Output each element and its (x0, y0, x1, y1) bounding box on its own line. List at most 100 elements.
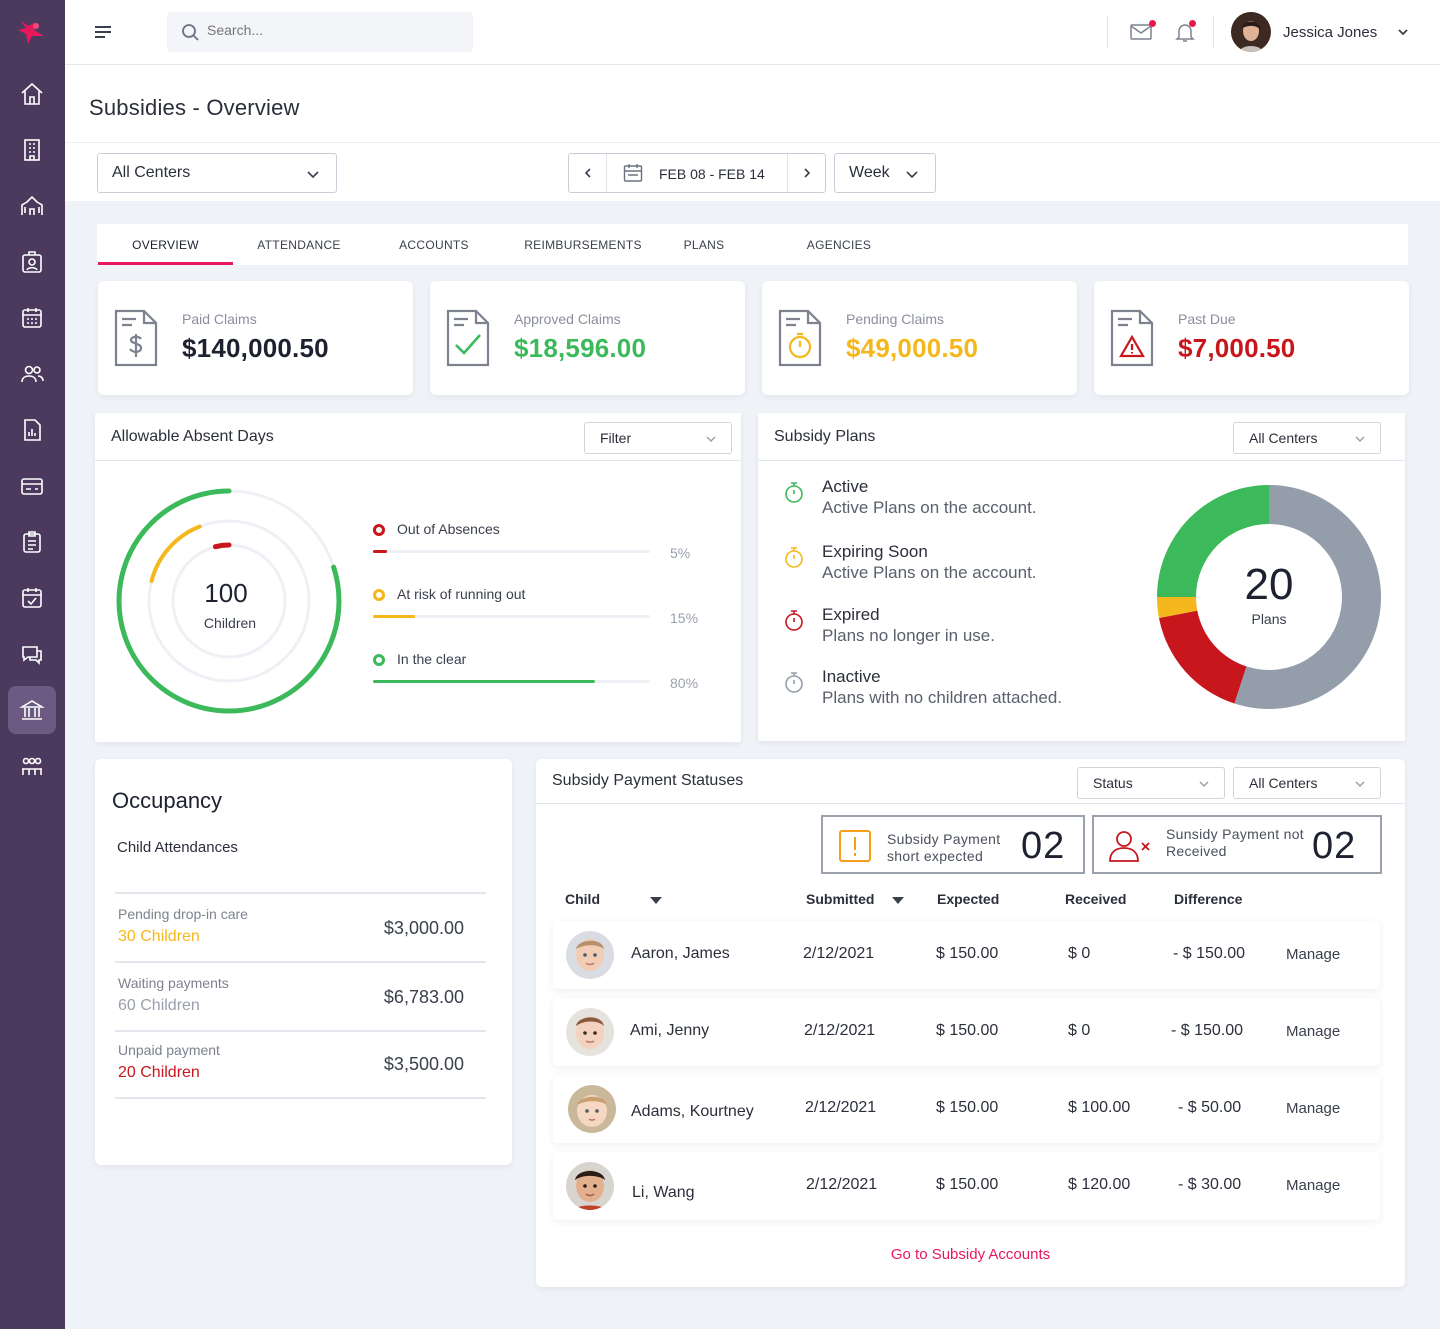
period-select[interactable]: Week (834, 153, 936, 193)
timer-document-icon (778, 309, 822, 367)
manage-link[interactable]: Manage (1286, 946, 1341, 963)
column-header-received: Received (1065, 891, 1127, 907)
bank-icon[interactable] (8, 686, 56, 734)
bell-icon[interactable] (1173, 20, 1197, 44)
status-select[interactable]: Status (1077, 767, 1225, 799)
sort-caret-icon[interactable] (892, 897, 904, 904)
child-name[interactable]: Adams, Kourtney (631, 1103, 754, 1120)
period-select-value: Week (849, 164, 890, 181)
expected-amount: $ 150.00 (936, 1099, 999, 1116)
user-name[interactable]: Jessica Jones (1283, 24, 1378, 41)
tab-agencies[interactable]: AGENCIES (806, 237, 872, 252)
progress-track (373, 550, 650, 553)
summary-count: 02 (1021, 825, 1066, 867)
stat-label: Paid Claims (182, 311, 257, 327)
divider (1213, 16, 1214, 48)
tab-accounts[interactable]: ACCOUNTS (399, 237, 469, 252)
progress-track (373, 615, 650, 618)
absent-filter-select[interactable]: Filter (584, 422, 732, 454)
stat-label: Past Due (1178, 311, 1236, 327)
chat-icon[interactable] (8, 630, 56, 678)
prev-week-button[interactable] (569, 154, 607, 192)
group-icon[interactable] (8, 742, 56, 790)
difference-amount: - $ 30.00 (1178, 1176, 1242, 1193)
chevron-down-icon (706, 436, 716, 443)
child-avatar (566, 1162, 614, 1210)
tab-plans[interactable]: PLANS (683, 237, 725, 252)
school-icon[interactable] (8, 182, 56, 230)
menu-icon[interactable] (93, 24, 113, 40)
calendar-icon[interactable] (8, 294, 56, 342)
column-header-submitted[interactable]: Submitted (806, 891, 875, 907)
donut-slice-active[interactable] (1157, 485, 1269, 597)
logo-icon[interactable] (14, 14, 50, 50)
panel-header: Subsidy Payment Statuses Status All Cent… (536, 759, 1405, 804)
payments-center-select[interactable]: All Centers (1233, 767, 1381, 799)
tab-bar: OVERVIEW ATTENDANCE ACCOUNTS REIMBURSEME… (97, 224, 1408, 265)
stopwatch-icon (785, 482, 803, 503)
manage-link[interactable]: Manage (1286, 1100, 1341, 1117)
summary-short-expected[interactable]: Subsidy Payment short expected 02 (821, 815, 1085, 874)
occupancy-row-label: Waiting payments (118, 975, 229, 991)
center-select-value: All Centers (112, 164, 191, 181)
absent-total-label: Children (203, 615, 257, 631)
tab-reimbursements[interactable]: REIMBURSEMENTS (524, 237, 642, 252)
mail-icon[interactable] (1129, 20, 1153, 44)
stat-card-paid[interactable]: Paid Claims $140,000.50 (98, 281, 413, 395)
calendar-check-icon[interactable] (8, 574, 56, 622)
building-icon[interactable] (8, 126, 56, 174)
stat-card-past-due[interactable]: Past Due $7,000.50 (1094, 281, 1409, 395)
calendar-icon (623, 164, 643, 182)
plans-center-select[interactable]: All Centers (1233, 422, 1381, 454)
stat-card-approved[interactable]: Approved Claims $18,596.00 (430, 281, 745, 395)
progress-fill (373, 680, 595, 683)
panel-header: Subsidy Plans All Centers (758, 413, 1405, 461)
next-week-button[interactable] (787, 154, 825, 192)
id-badge-icon[interactable] (8, 238, 56, 286)
plans-donut-chart (1157, 485, 1381, 709)
legend-percent: 15% (670, 610, 699, 626)
sort-caret-icon[interactable] (650, 897, 662, 904)
occupancy-row-label: Pending drop-in care (118, 906, 248, 922)
difference-amount: - $ 150.00 (1171, 1022, 1244, 1039)
received-amount: $ 100.00 (1068, 1099, 1131, 1116)
summary-label-line: Received (1166, 843, 1227, 859)
panel-header: Allowable Absent Days Filter (95, 413, 741, 461)
center-select[interactable]: All Centers (97, 153, 337, 193)
child-name[interactable]: Aaron, James (631, 945, 730, 962)
column-header-child[interactable]: Child (565, 891, 600, 907)
avatar[interactable] (1231, 12, 1271, 52)
report-icon[interactable] (8, 406, 56, 454)
donut-slice-expired[interactable] (1158, 610, 1247, 704)
summary-not-received[interactable]: Sunsidy Payment not Received 02 (1092, 815, 1382, 874)
panel-title: Allowable Absent Days (111, 428, 274, 445)
donut-slice-inactive[interactable] (1234, 485, 1381, 709)
filter-row: All Centers FEB 08 - FEB 14 Week (65, 143, 1440, 201)
status-dot (373, 654, 385, 666)
stat-card-pending[interactable]: Pending Claims $49,000.50 (762, 281, 1077, 395)
child-name[interactable]: Li, Wang (632, 1184, 695, 1201)
manage-link[interactable]: Manage (1286, 1177, 1341, 1194)
search-box[interactable] (167, 12, 473, 52)
chevron-down-icon[interactable] (1397, 26, 1409, 38)
progress-fill (373, 550, 387, 553)
subsidy-plans-panel: Subsidy Plans All Centers Active Active … (758, 413, 1405, 741)
home-icon[interactable] (8, 70, 56, 118)
date-range-picker[interactable]: FEB 08 - FEB 14 (568, 153, 826, 193)
manage-link[interactable]: Manage (1286, 1023, 1341, 1040)
table-row: Adams, Kourtney 2/12/2021 $ 150.00 $ 100… (553, 1075, 1380, 1143)
panel-title: Subsidy Plans (774, 428, 876, 445)
difference-amount: - $ 50.00 (1178, 1099, 1242, 1116)
tab-overview[interactable]: OVERVIEW (132, 237, 199, 252)
summary-label-line: short expected (887, 848, 984, 864)
go-to-subsidy-accounts-link[interactable]: Go to Subsidy Accounts (890, 1246, 1051, 1263)
search-input[interactable] (207, 22, 457, 38)
child-name[interactable]: Ami, Jenny (630, 1022, 710, 1039)
tab-attendance[interactable]: ATTENDANCE (257, 237, 341, 252)
donut-slice-expiring-soon[interactable] (1157, 597, 1198, 618)
divider (115, 892, 486, 894)
clipboard-icon[interactable] (8, 518, 56, 566)
users-icon[interactable] (8, 350, 56, 398)
payment-card-icon[interactable] (8, 462, 56, 510)
occupancy-panel: Occupancy Child Attendances Pending drop… (95, 759, 512, 1165)
